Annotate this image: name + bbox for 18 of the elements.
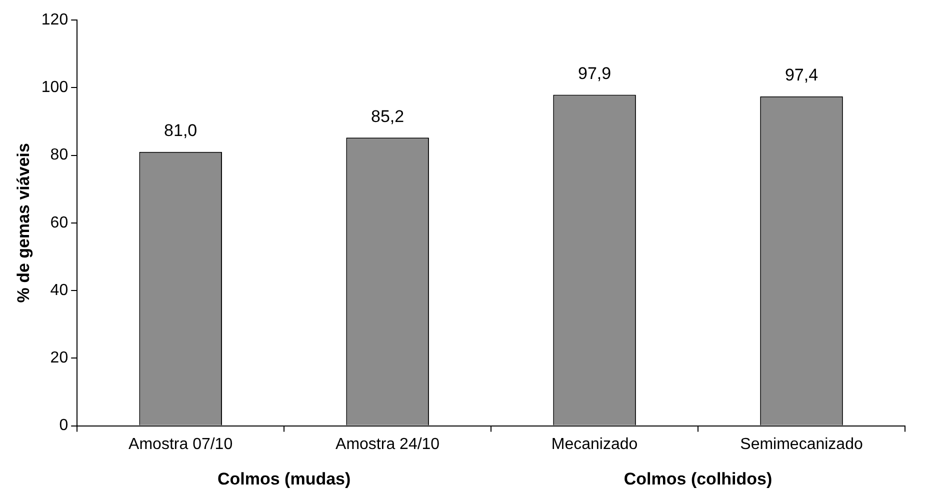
x-tick-label: Amostra 07/10 (128, 436, 233, 453)
data-label: 97,4 (784, 66, 818, 85)
y-tick-label: 80 (50, 146, 68, 164)
y-tick-label: 20 (50, 350, 68, 367)
y-axis-title: % de gemas viáveis (14, 143, 33, 303)
x-tick-label: Semimecanizado (740, 436, 863, 453)
y-tick-label: 100 (41, 79, 68, 96)
text: Colmos (colhidos) (624, 470, 772, 489)
text: Colmos (mudas) (217, 470, 351, 489)
y-tick-label: 40 (50, 282, 68, 299)
y-tick-label: 0 (59, 417, 68, 434)
x-tick-label: Mecanizado (551, 436, 638, 453)
x-tick-label: Amostra 24/10 (336, 436, 440, 453)
data-label: 81,0 (164, 121, 198, 140)
y-tick-label: 120 (41, 11, 68, 28)
data-label: 85,2 (371, 106, 404, 126)
y-tick-label: 60 (50, 214, 68, 232)
data-label: 97,9 (578, 64, 612, 83)
